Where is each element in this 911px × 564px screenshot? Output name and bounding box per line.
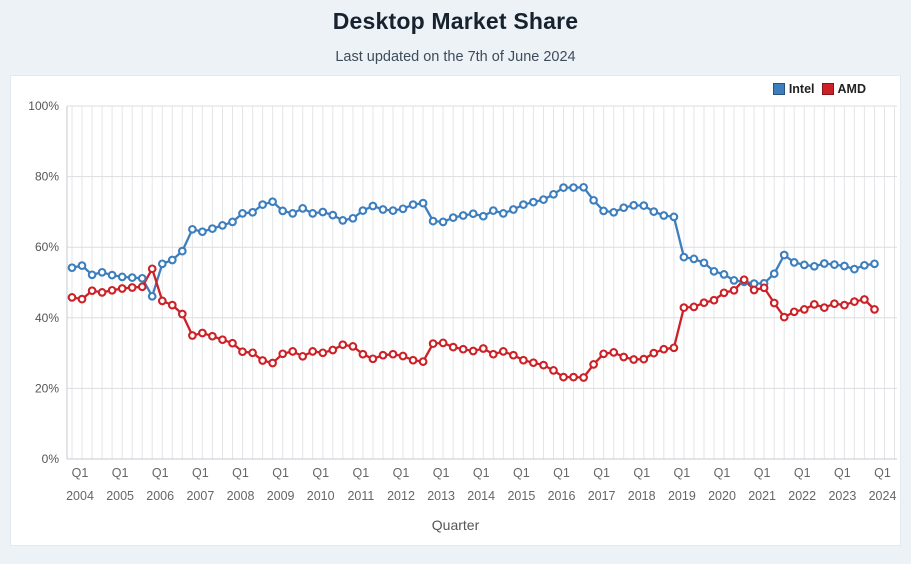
svg-text:2015: 2015: [507, 489, 535, 503]
svg-text:2022: 2022: [788, 489, 816, 503]
svg-text:Q1: Q1: [192, 466, 209, 480]
svg-text:80%: 80%: [35, 170, 59, 184]
svg-text:2019: 2019: [668, 489, 696, 503]
svg-text:2018: 2018: [628, 489, 656, 503]
svg-text:Q1: Q1: [393, 466, 410, 480]
svg-text:Q1: Q1: [633, 466, 650, 480]
svg-text:Q1: Q1: [834, 466, 851, 480]
svg-text:Q1: Q1: [353, 466, 370, 480]
svg-text:Q1: Q1: [874, 466, 891, 480]
amd-legend-swatch: [821, 83, 834, 95]
page-title: Desktop Market Share: [332, 8, 579, 34]
svg-text:Q1: Q1: [433, 466, 450, 480]
svg-text:2014: 2014: [467, 489, 495, 503]
svg-text:2016: 2016: [548, 489, 576, 503]
svg-text:2006: 2006: [146, 489, 174, 503]
svg-text:Q1: Q1: [714, 466, 731, 480]
svg-text:Q1: Q1: [232, 466, 249, 480]
svg-text:2021: 2021: [748, 489, 776, 503]
page-subtitle: Last updated on the 7th of June 2024: [335, 49, 576, 65]
svg-text:40%: 40%: [35, 311, 59, 325]
intel-legend-label: Intel: [788, 82, 815, 96]
svg-text:2011: 2011: [347, 489, 374, 503]
svg-text:2013: 2013: [427, 489, 455, 503]
svg-text:Q1: Q1: [312, 466, 329, 480]
chart-panel: Intel AMD 0% 20% 40% 60% 80% 100% Q1 2004 Q1 2005…: [10, 75, 901, 546]
legend-item-intel: Intel: [772, 82, 815, 96]
svg-text:2010: 2010: [307, 489, 335, 503]
svg-text:Q1: Q1: [473, 466, 490, 480]
svg-text:Q1: Q1: [112, 466, 129, 480]
x-axis-title: Quarter: [431, 517, 480, 533]
svg-text:Q1: Q1: [794, 466, 811, 480]
svg-text:Q1: Q1: [593, 466, 610, 480]
svg-text:2005: 2005: [106, 489, 134, 503]
chart-legend: Intel AMD: [772, 82, 866, 96]
svg-text:Q1: Q1: [674, 466, 691, 480]
svg-text:2024: 2024: [869, 489, 897, 503]
svg-text:2009: 2009: [267, 489, 295, 503]
svg-text:Q1: Q1: [553, 466, 570, 480]
svg-text:Q1: Q1: [72, 466, 89, 480]
legend-item-amd: AMD: [821, 82, 866, 96]
svg-text:2004: 2004: [66, 489, 94, 503]
market-share-line-chart: 0% 20% 40% 60% 80% 100% Q1 2004 Q1 2005 Q1 2006 Q1 20…: [28, 99, 897, 503]
svg-text:Q1: Q1: [152, 466, 169, 480]
svg-text:100%: 100%: [28, 99, 59, 113]
svg-text:60%: 60%: [35, 240, 59, 254]
svg-text:2023: 2023: [828, 489, 856, 503]
svg-text:2012: 2012: [387, 489, 415, 503]
svg-text:20%: 20%: [35, 381, 59, 395]
svg-text:2007: 2007: [186, 489, 214, 503]
svg-text:Q1: Q1: [513, 466, 530, 480]
svg-text:Q1: Q1: [272, 466, 289, 480]
svg-text:2020: 2020: [708, 489, 736, 503]
svg-text:0%: 0%: [42, 452, 60, 466]
svg-text:Q1: Q1: [754, 466, 771, 480]
svg-text:2017: 2017: [588, 489, 616, 503]
svg-text:2008: 2008: [227, 489, 255, 503]
intel-legend-swatch: [772, 83, 785, 95]
amd-legend-label: AMD: [837, 82, 866, 96]
